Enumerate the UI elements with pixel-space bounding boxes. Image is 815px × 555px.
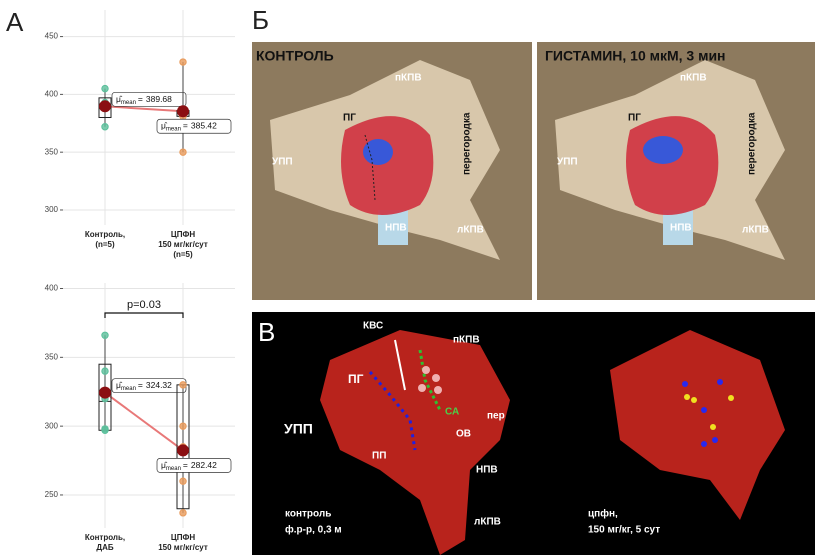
panel-letter: Б xyxy=(252,5,269,35)
y-tick-label: 350 xyxy=(45,352,59,361)
x-tick-label: 150 мг/кг/сут xyxy=(158,543,208,552)
label: пКПВ xyxy=(453,335,480,346)
caption: контроль xyxy=(285,509,331,520)
mean-label-part: μ̂ xyxy=(161,460,168,470)
x-tick-label: Контроль, xyxy=(85,533,125,542)
mean-point xyxy=(99,386,111,399)
label: УПП xyxy=(557,157,578,168)
mean-line xyxy=(104,391,184,452)
photo-left: КОНТРОЛЬ пКПВ ПГ УПП НПВ лКПВ перегородк… xyxy=(252,42,532,300)
photo-title: КОНТРОЛЬ xyxy=(256,48,334,64)
caption: цпфн, xyxy=(588,508,618,520)
mean-label: μ̂mean = 282.42 xyxy=(161,460,217,471)
data-point xyxy=(179,422,187,430)
y-tick-label: 450 xyxy=(45,32,59,41)
x-tick-label: ЦПФН xyxy=(171,230,195,239)
y-tick-label: 300 xyxy=(45,205,59,214)
caption: 150 мг/кг, 5 сут xyxy=(588,525,660,536)
mean-label-part: mean xyxy=(121,99,136,105)
mean-label-part: μ̂ xyxy=(161,121,168,131)
data-point xyxy=(179,477,187,485)
label: НПВ xyxy=(476,465,498,476)
label: ПГ xyxy=(628,113,641,124)
label: ПП xyxy=(372,451,386,462)
label: лКПВ xyxy=(457,225,484,236)
data-point xyxy=(101,426,109,434)
mean-label: μ̂mean = 389.68 xyxy=(116,94,172,105)
mean-label-box xyxy=(156,457,232,473)
x-tick-label: Контроль, xyxy=(85,230,125,239)
mean-label-part: 385.42 xyxy=(191,121,217,131)
label: УПП xyxy=(284,421,313,437)
mean-label-part: μ̂ xyxy=(116,380,123,390)
plot-area xyxy=(63,283,235,528)
mean-label-part: 282.42 xyxy=(191,460,217,470)
mean-label-part: 389.68 xyxy=(146,94,172,104)
label: НПВ xyxy=(385,223,407,234)
mean-label-part: = xyxy=(138,94,143,104)
label: пКПВ xyxy=(680,73,707,84)
photo-title: ГИСТАМИН, 10 мкМ, 3 мин xyxy=(545,48,726,64)
data-point xyxy=(101,84,109,93)
mean-label-part: = xyxy=(183,460,188,470)
mean-label-part: mean xyxy=(121,386,136,392)
data-point xyxy=(179,58,187,66)
label: пКПВ xyxy=(395,73,422,84)
photo-right: ГИСТАМИН, 10 мкМ, 3 мин пКПВ ПГ УПП НПВ … xyxy=(537,42,815,300)
mean-label-part: mean xyxy=(166,465,181,471)
data-point xyxy=(179,148,187,156)
panel-letter: А xyxy=(6,7,24,37)
box xyxy=(98,97,112,119)
label: УПП xyxy=(272,157,293,168)
x-tick-label: (n=5) xyxy=(95,240,115,249)
x-tick-label: ЦПФН xyxy=(171,533,195,542)
data-point xyxy=(101,123,109,131)
data-point xyxy=(179,509,187,517)
label: СА xyxy=(445,407,459,418)
caption: ф.р-р, 0,3 м xyxy=(285,524,342,536)
label: ПГ xyxy=(343,113,356,124)
data-point xyxy=(101,367,109,375)
data-point xyxy=(101,331,109,340)
mean-label-part: 324.32 xyxy=(146,380,172,390)
mean-label-box xyxy=(111,91,187,107)
label: КВС xyxy=(363,321,383,332)
mean-label-part: mean xyxy=(166,126,181,132)
label: перегородка xyxy=(462,112,473,175)
mean-label-part: = xyxy=(138,380,143,390)
label: НПВ xyxy=(670,223,692,234)
mean-label-box xyxy=(156,118,232,134)
map-panel: В КВС пКПВ ПГ СА пер ОВ УПП ПП НПВ лКПВ … xyxy=(252,312,815,555)
annotation: p=0.03 xyxy=(127,299,161,311)
data-point xyxy=(179,381,187,389)
mean-line xyxy=(104,105,184,113)
x-tick-label: ДАБ xyxy=(96,543,113,552)
label: ПГ xyxy=(348,372,364,386)
bracket xyxy=(104,312,184,318)
mean-label: μ̂mean = 324.32 xyxy=(116,380,172,391)
panel-letter: В xyxy=(258,317,275,347)
label: ОВ xyxy=(456,429,471,440)
label: перегородка xyxy=(747,112,758,175)
x-tick-label: (n=5) xyxy=(173,250,193,259)
plot-area xyxy=(63,10,235,225)
mean-point xyxy=(177,444,189,457)
mean-label-part: = xyxy=(183,121,188,131)
x-tick-label: 150 мг/кг/сут xyxy=(158,240,208,249)
label: лКПВ xyxy=(474,517,501,528)
y-tick-label: 300 xyxy=(45,421,59,430)
y-tick-label: 400 xyxy=(45,284,59,293)
mean-point xyxy=(99,100,111,113)
label: лКПВ xyxy=(742,225,769,236)
y-tick-label: 400 xyxy=(45,89,59,98)
label: пер xyxy=(487,411,505,422)
y-tick-label: 350 xyxy=(45,147,59,156)
mean-point xyxy=(177,105,189,118)
mean-label: μ̂mean = 385.42 xyxy=(161,121,217,132)
mean-label-part: μ̂ xyxy=(116,94,123,104)
y-tick-label: 250 xyxy=(45,490,59,499)
